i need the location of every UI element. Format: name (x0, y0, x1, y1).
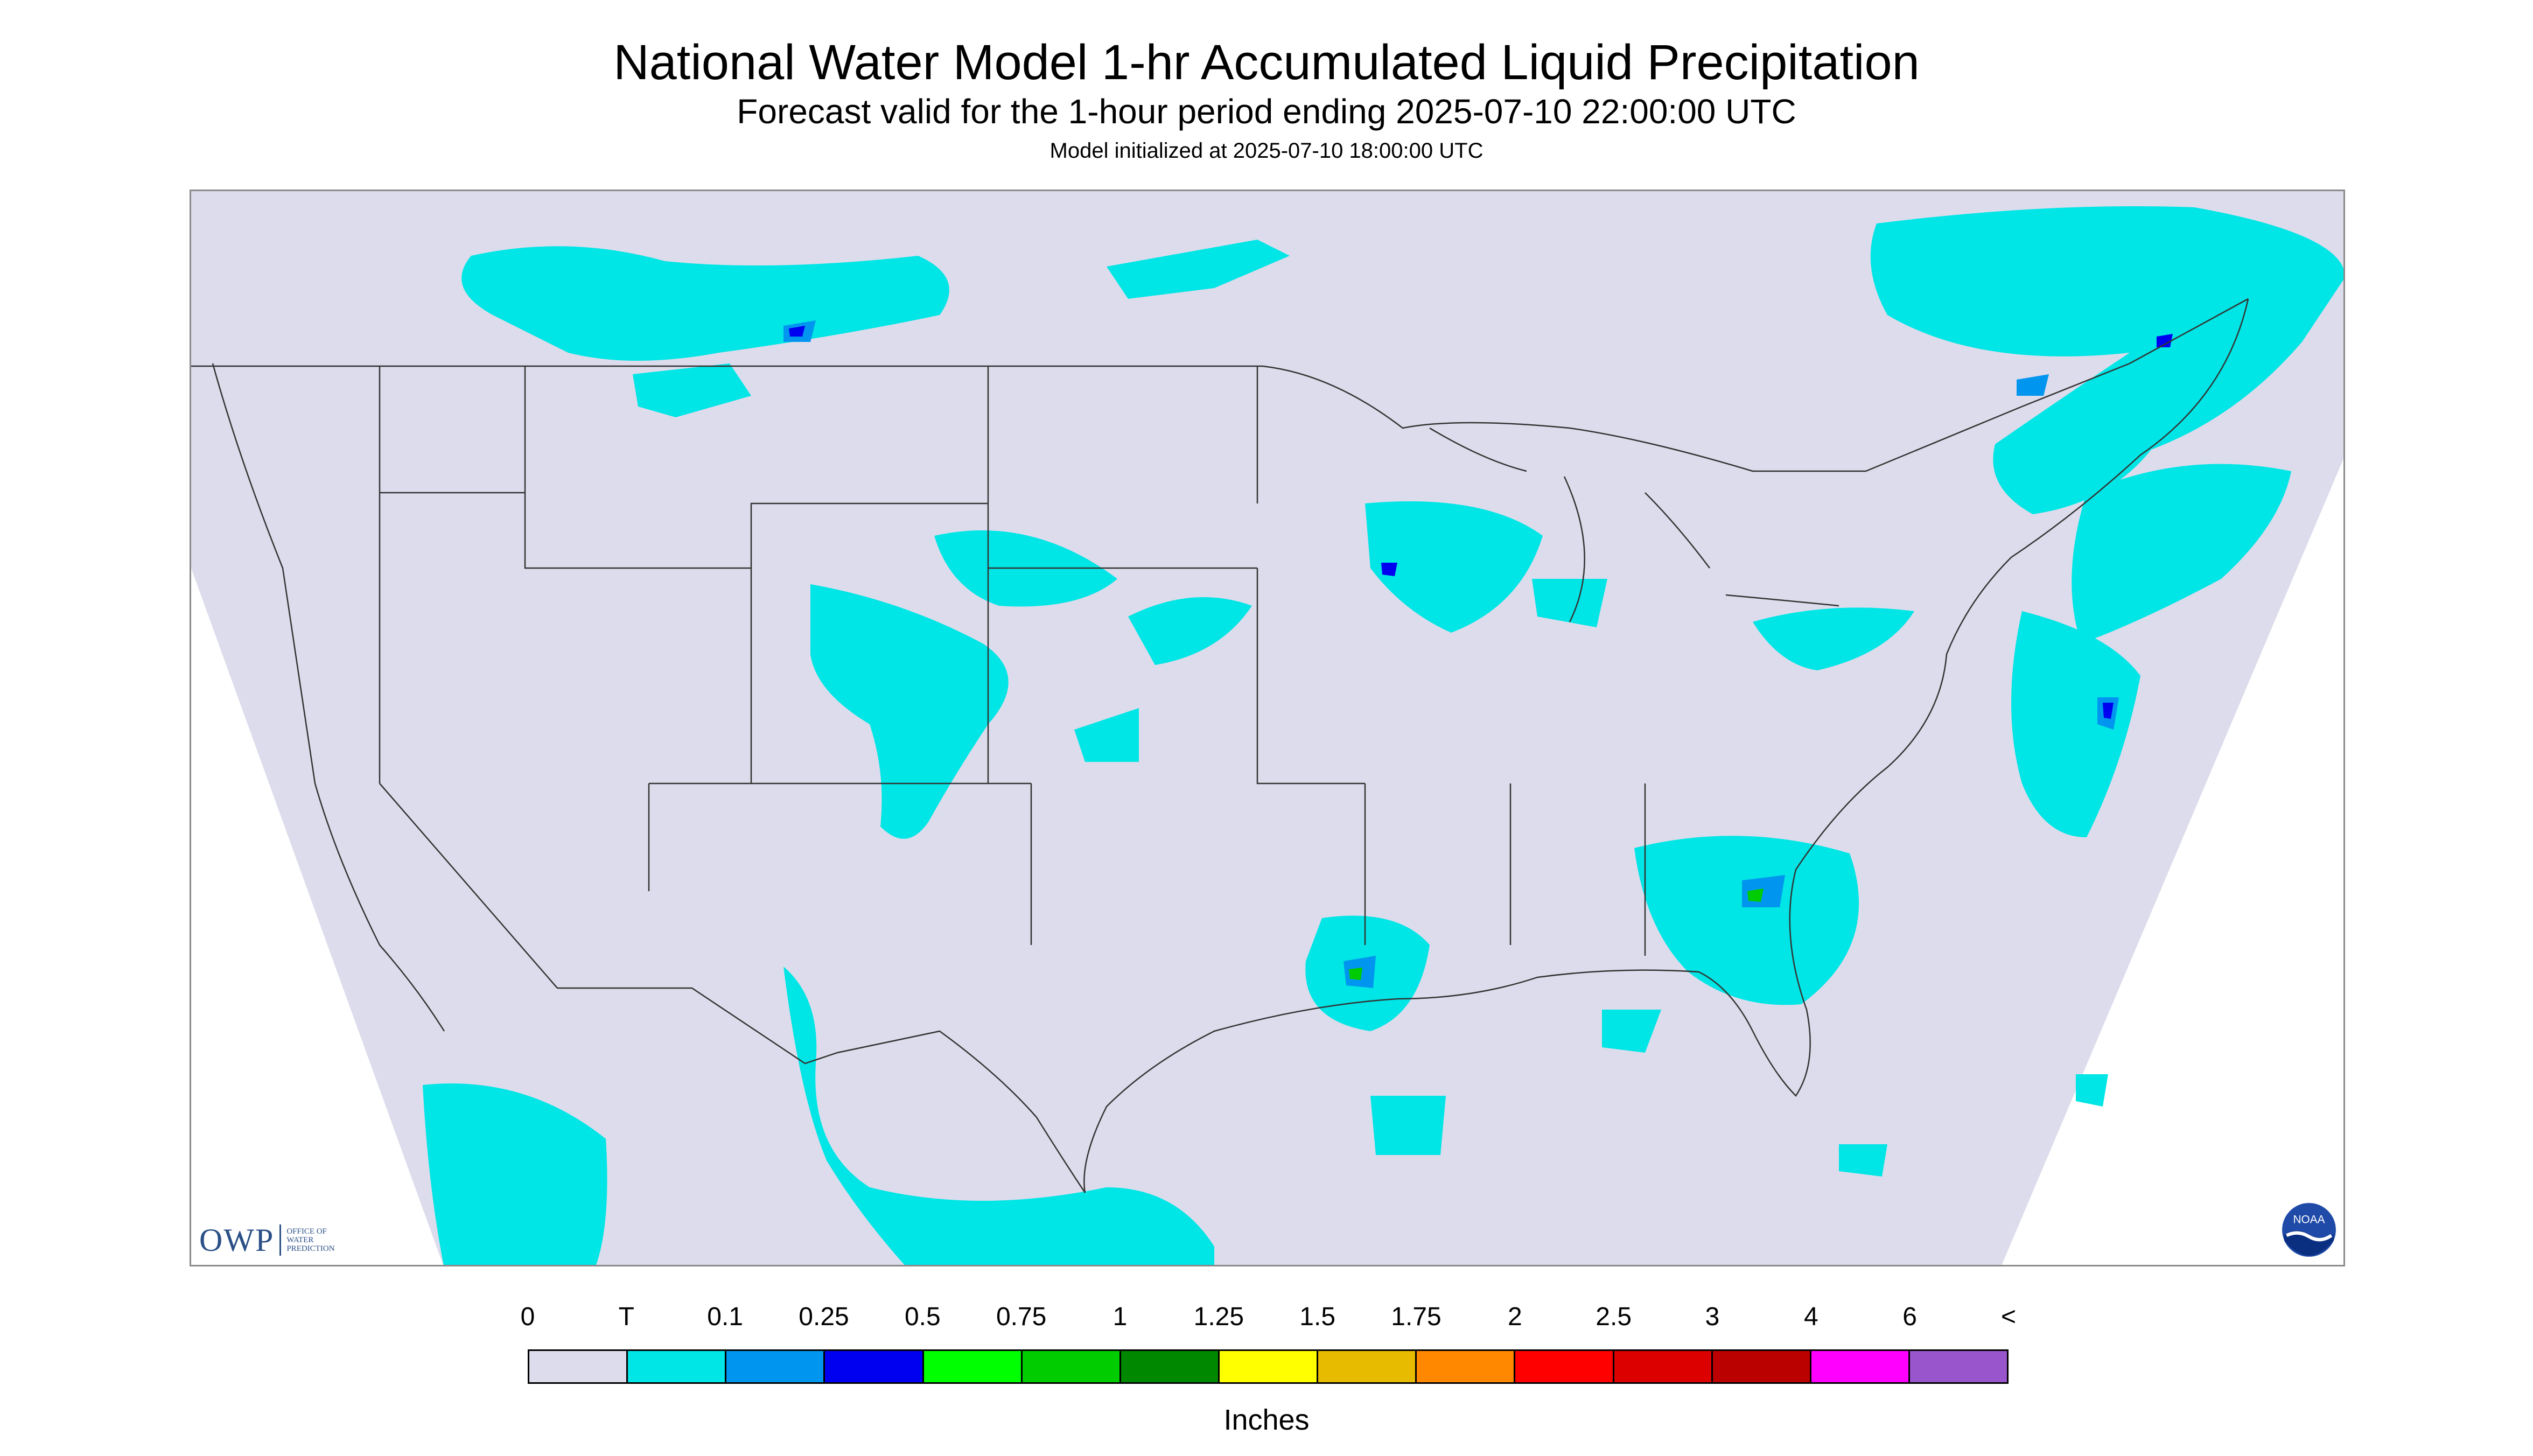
precip-area (1370, 1096, 1446, 1155)
legend-tick-label: 1.75 (1391, 1303, 1442, 1331)
legend-tick-label: 0.25 (799, 1303, 849, 1331)
legend-units: Inches (1223, 1404, 1310, 1436)
precip-area (2017, 374, 2049, 396)
precip-area (2011, 611, 2140, 837)
state-lines (379, 366, 1646, 989)
owp-logo-text: Office of Water Prediction (286, 1227, 335, 1253)
legend-tick-label: 4 (1803, 1303, 1818, 1331)
legend-tick-labels: 0 T 0.1 0.25 0.5 0.75 1 1.25 1.5 1.75 2 2.5 3 4 6 < (0, 1302, 2533, 1340)
precip-area (2072, 464, 2291, 643)
precip-area (471, 261, 579, 299)
precip-area (1365, 501, 1543, 633)
precip-area (633, 363, 751, 417)
colorbar-swatch (1712, 1351, 1811, 1382)
owp-logo: OWP Office of Water Prediction (199, 1221, 335, 1259)
legend-tick-label: < (2000, 1303, 2017, 1331)
precip-area (2076, 1074, 2108, 1107)
legend-tick-label: T (618, 1303, 634, 1331)
legend-tick-label: 3 (1705, 1303, 1720, 1331)
legend-tick-label: 1 (1112, 1303, 1128, 1331)
colorbar-swatch (1318, 1351, 1417, 1382)
model-initialized-note: Model initialized at 2025-07-10 18:00:00… (1049, 139, 1484, 163)
precip-area (1381, 563, 1397, 576)
precipitation-colorbar (528, 1349, 2009, 1384)
precip-light-areas (423, 206, 2343, 1265)
precip-area (1747, 888, 1764, 902)
gulf-coast (1083, 969, 1699, 1193)
precip-area (1128, 597, 1252, 665)
map-title: National Water Model 1-hr Accumulated Li… (613, 35, 1920, 90)
precip-area (1753, 607, 1914, 670)
precip-area (2103, 703, 2114, 719)
precip-heavy-areas (789, 326, 2173, 719)
colorbar-swatch (825, 1351, 924, 1382)
legend-tick-label: 6 (1902, 1303, 1918, 1331)
forecast-valid-subtitle: Forecast valid for the 1-hour period end… (737, 92, 1796, 131)
legend-tick-label: 1.5 (1299, 1303, 1336, 1331)
colorbar-swatch (1811, 1351, 1910, 1382)
precip-area (1839, 1144, 1887, 1177)
colorbar-swatch (529, 1351, 628, 1382)
west-coast (212, 363, 445, 1032)
great-lakes-outline (1429, 427, 1839, 622)
precip-area (1074, 708, 1139, 762)
svg-text:NOAA: NOAA (2293, 1214, 2325, 1226)
noaa-logo-icon: NOAA (2282, 1203, 2336, 1257)
us-mexico-border (557, 987, 1086, 1193)
precip-area (423, 1083, 607, 1265)
colorbar-swatch (726, 1351, 825, 1382)
offgrid-area-west (191, 568, 443, 1265)
east-coast (1698, 298, 2249, 1097)
colorbar-swatch (1417, 1351, 1516, 1382)
colorbar-swatch (1121, 1351, 1220, 1382)
owp-logo-mark: OWP (199, 1222, 275, 1258)
legend-tick-label: 0.5 (904, 1303, 941, 1331)
colorbar-swatch (923, 1351, 1023, 1382)
precip-area (461, 246, 949, 361)
precip-area (1349, 968, 1362, 980)
offgrid-area-east (2002, 459, 2343, 1265)
legend-tick-label: 0 (520, 1303, 535, 1331)
colorbar-swatch (1614, 1351, 1713, 1382)
political-boundaries (191, 298, 2249, 1193)
colorbar-swatch (1515, 1351, 1614, 1382)
precip-area (1634, 836, 1859, 1005)
legend-tick-label: 0.1 (707, 1303, 744, 1331)
precip-area (1107, 240, 1290, 299)
precip-area (2157, 334, 2173, 347)
owp-logo-divider (279, 1224, 282, 1256)
precip-peak-areas (1349, 888, 1764, 980)
precip-area (1602, 1010, 1661, 1053)
precip-area (810, 584, 1009, 839)
precip-area (1532, 579, 1607, 627)
legend-tick-label: 1.25 (1193, 1303, 1244, 1331)
legend-tick-label: 2 (1507, 1303, 1522, 1331)
precip-area (789, 326, 805, 337)
legend-tick-label: 0.75 (996, 1303, 1047, 1331)
legend-tick-label: 2.5 (1596, 1303, 1632, 1331)
colorbar-swatch (1219, 1351, 1319, 1382)
canada-us-border (191, 298, 2249, 472)
precip-area (783, 967, 1214, 1265)
precip-area (1870, 206, 2343, 514)
colorbar-swatch (628, 1351, 727, 1382)
precipitation-map[interactable] (190, 190, 2345, 1266)
colorbar-swatch (1022, 1351, 1121, 1382)
colorbar-swatch (1909, 1351, 2007, 1382)
